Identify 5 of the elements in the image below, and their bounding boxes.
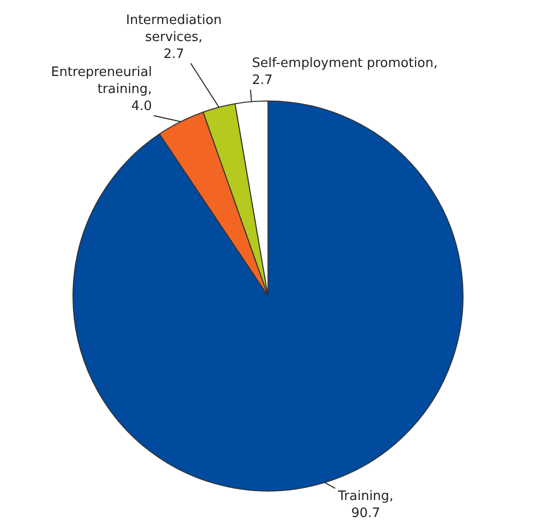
slice-label: Entrepreneurial training, 4.0 [51,65,152,114]
slice-label: Intermediation services, 2.7 [126,13,222,62]
slice-label: Training, 90.7 [337,489,394,521]
pie-slice [72,100,464,492]
slice-label: Self-employment promotion, 2.7 [252,56,438,88]
